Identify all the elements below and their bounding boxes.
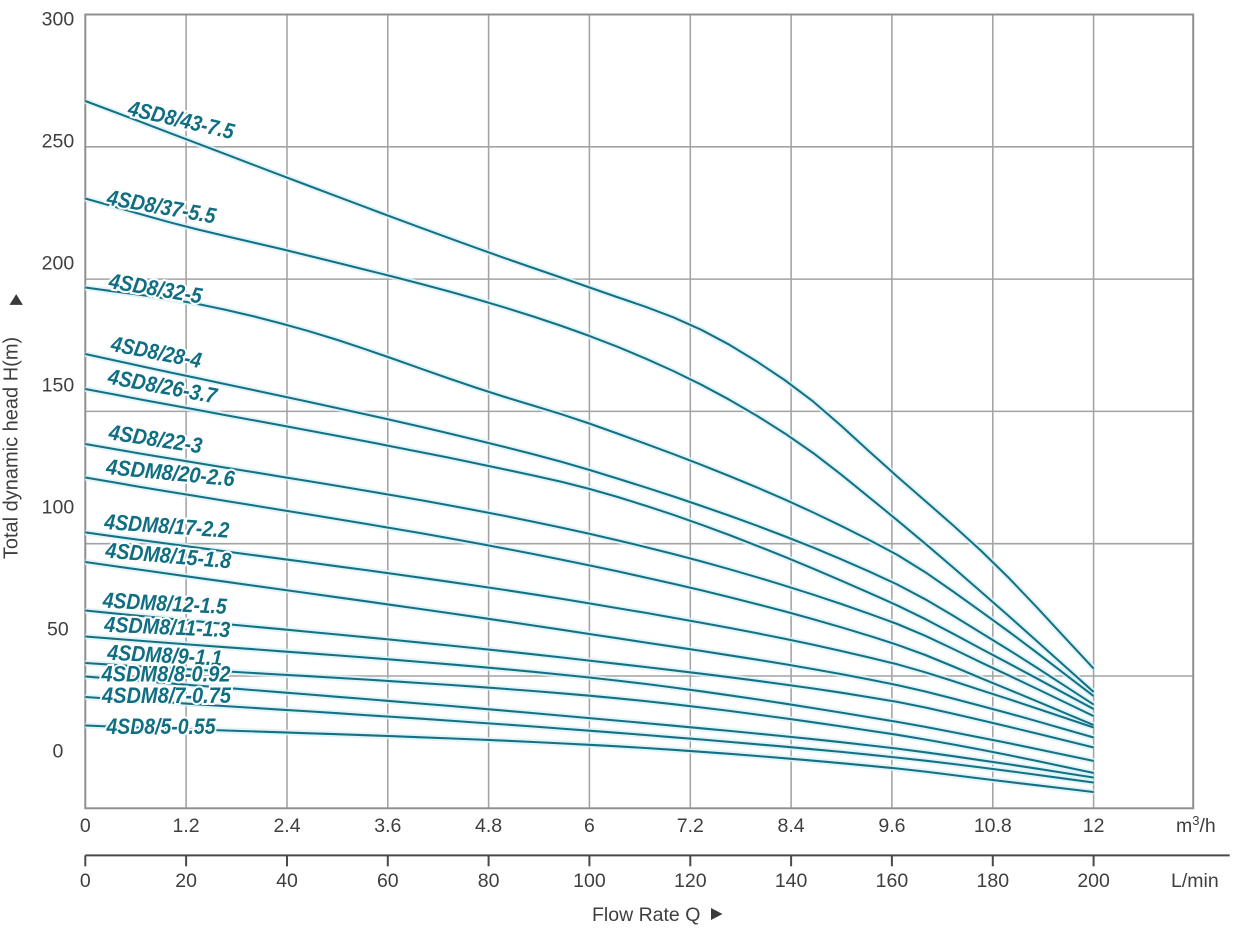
- svg-text:7.2: 7.2: [677, 815, 704, 837]
- svg-text:Total dynamic head H(m): Total dynamic head H(m): [1, 337, 23, 559]
- svg-text:4SD8/5-0.55: 4SD8/5-0.55: [106, 714, 217, 739]
- svg-text:9.6: 9.6: [878, 815, 905, 837]
- svg-text:3.6: 3.6: [374, 815, 401, 837]
- svg-text:40: 40: [276, 870, 298, 892]
- svg-text:150: 150: [42, 375, 75, 397]
- svg-text:Flow Rate Q: Flow Rate Q: [592, 904, 700, 926]
- svg-text:50: 50: [47, 619, 69, 641]
- svg-text:0: 0: [52, 741, 63, 763]
- svg-text:1.2: 1.2: [173, 815, 200, 837]
- svg-text:200: 200: [1077, 870, 1110, 892]
- svg-text:4SDM8/7-0.75: 4SDM8/7-0.75: [101, 683, 232, 708]
- svg-text:140: 140: [775, 870, 808, 892]
- svg-text:160: 160: [876, 870, 909, 892]
- svg-text:2.4: 2.4: [273, 815, 300, 837]
- svg-text:250: 250: [42, 131, 75, 153]
- svg-text:8.4: 8.4: [778, 815, 805, 837]
- svg-text:12: 12: [1083, 815, 1105, 837]
- svg-text:100: 100: [42, 497, 75, 519]
- svg-text:0: 0: [80, 815, 91, 837]
- svg-text:100: 100: [573, 870, 606, 892]
- svg-text:20: 20: [175, 870, 197, 892]
- svg-text:120: 120: [674, 870, 707, 892]
- svg-text:200: 200: [42, 253, 75, 275]
- svg-text:60: 60: [377, 870, 399, 892]
- svg-text:6: 6: [584, 815, 595, 837]
- svg-text:4SDM8/8-0.92: 4SDM8/8-0.92: [101, 662, 232, 687]
- svg-text:80: 80: [478, 870, 500, 892]
- svg-text:4.8: 4.8: [475, 815, 502, 837]
- svg-text:L/min: L/min: [1171, 870, 1219, 892]
- svg-text:0: 0: [80, 870, 91, 892]
- svg-text:300: 300: [42, 9, 75, 31]
- svg-text:10.8: 10.8: [974, 815, 1012, 837]
- svg-text:180: 180: [977, 870, 1010, 892]
